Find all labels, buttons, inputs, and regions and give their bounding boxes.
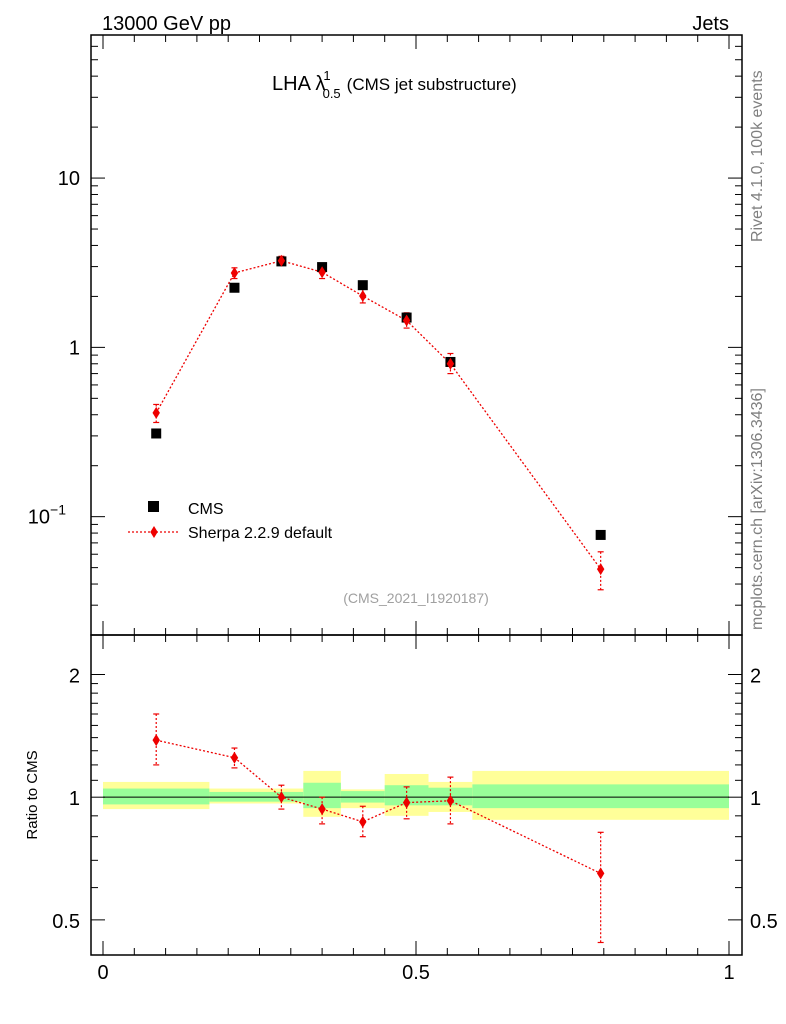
y-tick-label: 10−1 xyxy=(28,502,66,529)
cms-data-point xyxy=(357,280,368,291)
sherpa-data-point xyxy=(318,266,326,279)
main-plot-panel: 10−1 1 10 CMS Sherpa 2.2.9 default xyxy=(28,34,743,636)
title-suffix: (CMS jet substructure) xyxy=(347,75,517,94)
watermark-label: (CMS_2021_I1920187) xyxy=(343,590,489,606)
title-subscript: 0.5 xyxy=(323,86,341,101)
ratio-data-point xyxy=(596,867,605,880)
sherpa-data-point xyxy=(230,266,239,279)
x-tick-label: 0.5 xyxy=(402,962,430,984)
legend-sherpa-marker xyxy=(150,526,158,538)
cms-data-point xyxy=(595,529,606,540)
ratio-line xyxy=(156,739,601,875)
ratio-ylabel: Ratio to CMS xyxy=(24,750,41,839)
sherpa-data-point xyxy=(277,254,286,267)
ratio-plot-panel: 0 0.5 1 0.5 0.5 1 1 2 2 xyxy=(52,634,778,984)
y-tick-label-right: 0.5 xyxy=(750,911,778,933)
ratio-data-point xyxy=(359,815,367,828)
y-tick-label: 1 xyxy=(69,788,80,810)
sherpa-line xyxy=(155,260,602,570)
title-prefix: LHA λ xyxy=(272,73,325,95)
legend-sherpa-label: Sherpa 2.2.9 default xyxy=(188,525,333,542)
header-left-label: 13000 GeV pp xyxy=(102,13,231,35)
cms-data-point xyxy=(229,282,240,293)
x-tick-label: 0 xyxy=(97,962,108,984)
ratio-data-point xyxy=(446,794,455,807)
ratio-data-point xyxy=(277,791,286,804)
uncertainty-band-green xyxy=(103,788,210,805)
mcplots-label: mcplots.cern.ch [arXiv:1306.3436] xyxy=(749,388,766,630)
sherpa-data-point xyxy=(446,357,455,370)
ratio-data-point xyxy=(318,803,326,816)
sherpa-data-point xyxy=(402,314,411,327)
sherpa-data-point xyxy=(359,290,367,303)
ratio-data-point xyxy=(230,751,239,764)
y-tick-label-right: 1 xyxy=(750,788,761,810)
legend-cms-marker xyxy=(148,501,159,512)
ratio-data-point xyxy=(402,796,411,809)
legend-cms-label: CMS xyxy=(188,501,224,518)
title-superscript: 1 xyxy=(323,68,330,83)
x-tick-label: 1 xyxy=(723,962,734,984)
y-tick-label: 2 xyxy=(69,665,80,687)
y-tick-label: 0.5 xyxy=(52,911,80,933)
ratio-data-point xyxy=(152,734,160,747)
cms-data-point xyxy=(151,428,162,439)
y-tick-label-right: 2 xyxy=(750,665,761,687)
plot-title: LHA λ1 0.5 (CMS jet substructure) xyxy=(272,68,517,101)
sherpa-data-point xyxy=(152,406,160,419)
sherpa-data-point xyxy=(596,563,605,576)
y-tick-label: 1 xyxy=(69,337,80,359)
main-plot-frame xyxy=(90,34,743,636)
header-right-label: Jets xyxy=(692,13,729,35)
uncertainty-band-green xyxy=(472,784,729,809)
y-tick-label: 10 xyxy=(58,168,80,190)
rivet-version-label: Rivet 4.1.0, 100k events xyxy=(749,70,766,242)
